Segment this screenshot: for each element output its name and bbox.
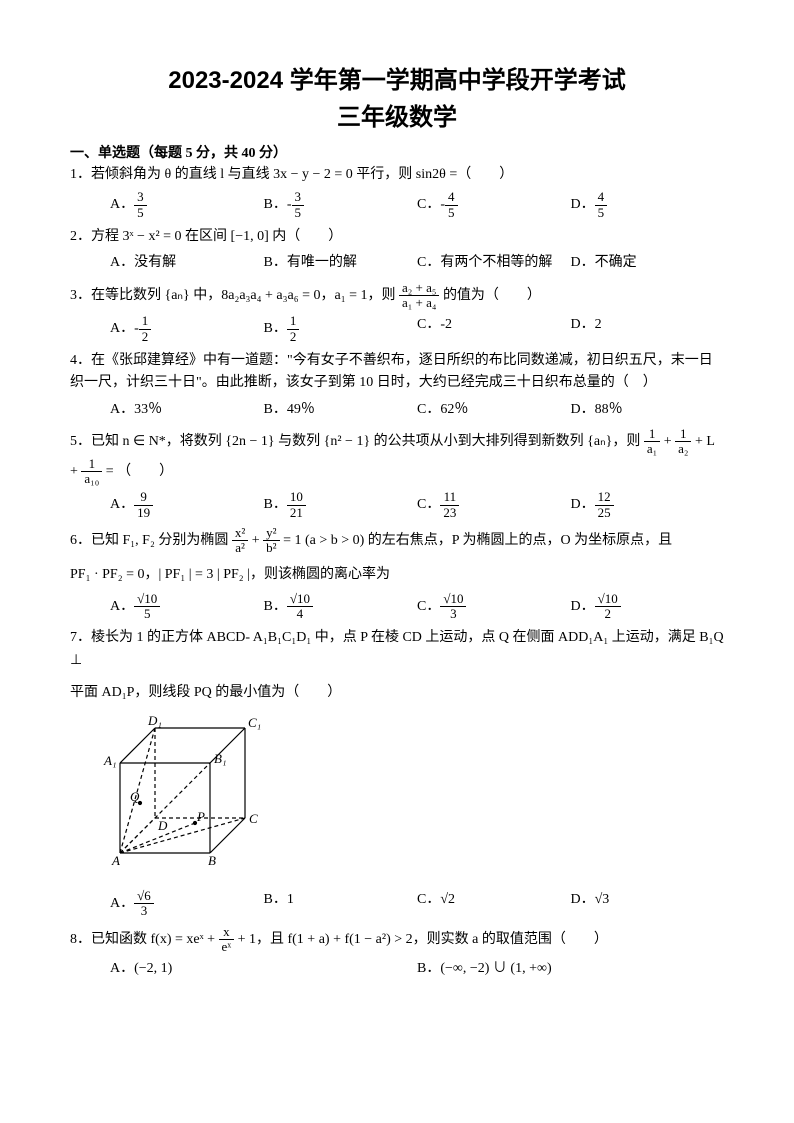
q1-stem: 1．若倾斜角为 θ 的直线 l 与直线 3x − y − 2 = 0 平行，则 … [70,164,724,186]
q2-opt-c: C．有两个不相等的解 [417,252,571,274]
q3-opt-d: D．2 [571,314,725,344]
q8-options: A．(−2, 1) B．(−∞, −2) ∪ (1, +∞) [70,958,724,980]
svg-text:B: B [208,853,216,868]
q7-opt-c: C．√2 [417,889,571,919]
q3-opt-c: C．-2 [417,314,571,344]
q6-opt-d: D．√102 [571,592,725,622]
q5-opt-d: D．1225 [571,490,725,520]
q3-opt-b: B．12 [264,314,418,344]
q3-options: A．-12 B．12 C．-2 D．2 [70,314,724,344]
q2-opt-d: D．不确定 [571,252,725,274]
q7-stem-2: 平面 AD₁P，则线段 PQ 的最小值为（ ） [70,682,724,704]
svg-text:D₁: D₁ [147,713,162,728]
q6-opt-b: B．√104 [264,592,418,622]
q3-stem: 3．在等比数列 {aₙ} 中，8a₂a₃a₄ + a₃a₆ = 0，a₁ = 1… [70,281,724,311]
question-6: 6．已知 F₁, F₂ 分别为椭圆 x²a² + y²b² = 1 (a > b… [70,526,724,622]
q4-opt-b: B．49％ [264,399,418,421]
q6-options: A．√105 B．√104 C．√103 D．√102 [70,592,724,622]
q7-options: A．√63 B．1 C．√2 D．√3 [70,889,724,919]
svg-text:D: D [157,818,168,833]
q3-opt-a: A．-12 [110,314,264,344]
q2-opt-b: B．有唯一的解 [264,252,418,274]
svg-text:B₁: B₁ [214,751,226,766]
q4-opt-a: A．33％ [110,399,264,421]
q5-opt-a: A．919 [110,490,264,520]
section-header: 一、单选题（每题 5 分，共 40 分） [70,142,724,162]
svg-text:Q: Q [130,789,140,804]
q5-opt-c: C．1123 [417,490,571,520]
q6-stem-1: 6．已知 F₁, F₂ 分别为椭圆 x²a² + y²b² = 1 (a > b… [70,526,724,556]
q4-options: A．33％ B．49％ C．62％ D．88％ [70,399,724,421]
q1-opt-b: B．-35 [264,190,418,220]
question-8: 8．已知函数 f(x) = xeˣ + xeˣ + 1，且 f(1 + a) +… [70,925,724,981]
svg-text:P: P [196,809,205,824]
q6-opt-c: C．√103 [417,592,571,622]
exam-page: 2023-2024 学年第一学期高中学段开学考试 三年级数学 一、单选题（每题 … [0,0,794,1123]
q4-stem: 4．在《张邱建算经》中有一道题："今有女子不善织布，逐日所织的布比同数递减，初日… [70,350,724,395]
q1-options: A．35 B．-35 C．-45 D．45 [70,190,724,220]
q6-stem-2: PF₁ · PF₂ = 0，| PF₁ | = 3 | PF₂ |，则该椭圆的离… [70,564,724,586]
question-1: 1．若倾斜角为 θ 的直线 l 与直线 3x − y − 2 = 0 平行，则 … [70,164,724,220]
q7-opt-d: D．√3 [571,889,725,919]
q2-opt-a: A．没有解 [110,252,264,274]
q2-options: A．没有解 B．有唯一的解 C．有两个不相等的解 D．不确定 [70,252,724,274]
title-sub: 三年级数学 [70,97,724,132]
q5-stem: 5．已知 n ∈ N*，将数列 {2n − 1} 与数列 {n² − 1} 的公… [70,427,724,486]
q5-options: A．919 B．1021 C．1123 D．1225 [70,490,724,520]
q1-opt-c: C．-45 [417,190,571,220]
q4-opt-c: C．62％ [417,399,571,421]
svg-text:C: C [249,811,258,826]
q6-opt-a: A．√105 [110,592,264,622]
q5-opt-b: B．1021 [264,490,418,520]
q1-opt-d: D．45 [571,190,725,220]
q1-opt-a: A．35 [110,190,264,220]
q7-opt-a: A．√63 [110,889,264,919]
q7-stem-1: 7．棱长为 1 的正方体 ABCD- A₁B₁C₁D₁ 中，点 P 在棱 CD … [70,627,724,672]
q8-opt-b: B．(−∞, −2) ∪ (1, +∞) [417,958,724,980]
question-3: 3．在等比数列 {aₙ} 中，8a₂a₃a₄ + a₃a₆ = 0，a₁ = 1… [70,281,724,344]
q8-stem: 8．已知函数 f(x) = xeˣ + xeˣ + 1，且 f(1 + a) +… [70,925,724,955]
cube-svg: D₁ C₁ A₁ B₁ A B C D P Q [100,713,270,873]
question-7: 7．棱长为 1 的正方体 ABCD- A₁B₁C₁D₁ 中，点 P 在棱 CD … [70,627,724,918]
question-2: 2．方程 3ˣ − x² = 0 在区间 [−1, 0] 内（ ） A．没有解 … [70,226,724,275]
svg-text:C₁: C₁ [248,715,261,730]
question-5: 5．已知 n ∈ N*，将数列 {2n − 1} 与数列 {n² − 1} 的公… [70,427,724,520]
q8-opt-a: A．(−2, 1) [110,958,417,980]
q2-stem: 2．方程 3ˣ − x² = 0 在区间 [−1, 0] 内（ ） [70,226,724,248]
q4-opt-d: D．88％ [571,399,725,421]
title-main: 2023-2024 学年第一学期高中学段开学考试 [70,60,724,95]
cube-figure: D₁ C₁ A₁ B₁ A B C D P Q [100,713,724,881]
svg-text:A₁: A₁ [103,753,116,768]
question-4: 4．在《张邱建算经》中有一道题："今有女子不善织布，逐日所织的布比同数递减，初日… [70,350,724,421]
q7-opt-b: B．1 [264,889,418,919]
svg-text:A: A [111,853,120,868]
